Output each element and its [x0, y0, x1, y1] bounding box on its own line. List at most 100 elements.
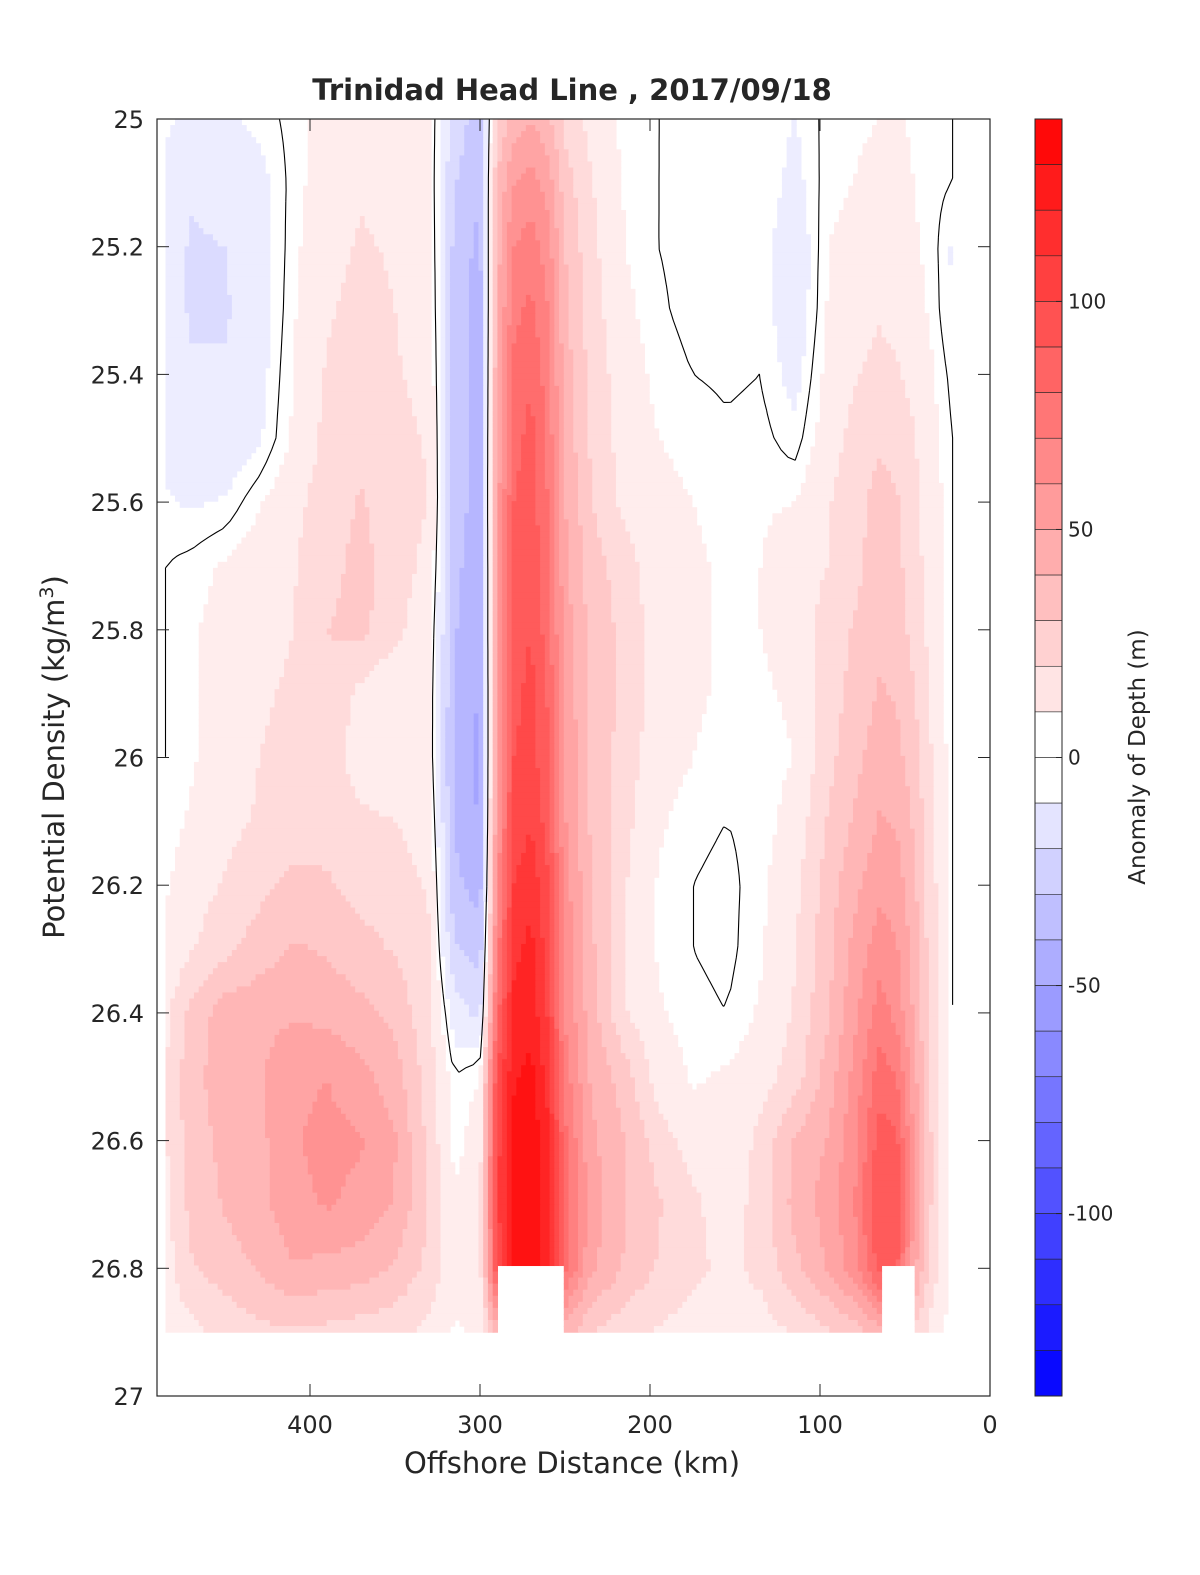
- heat-cell: [549, 768, 555, 775]
- heat-cell: [810, 458, 840, 466]
- heat-cell: [767, 652, 816, 660]
- heat-cell: [435, 798, 442, 806]
- heat-cell: [497, 513, 503, 520]
- heat-cell: [815, 761, 835, 769]
- heat-cell: [615, 1028, 641, 1036]
- heat-cell: [412, 1004, 432, 1012]
- heat-cell: [492, 313, 499, 320]
- heat-cell: [165, 161, 266, 169]
- heat-cell: [800, 482, 835, 490]
- heat-cell: [938, 889, 949, 897]
- heat-cell: [355, 507, 370, 514]
- heat-cell: [573, 962, 584, 969]
- heat-cell: [563, 713, 574, 721]
- heat-cell: [449, 871, 461, 878]
- heat-cell: [611, 774, 641, 781]
- heat-cell: [350, 901, 427, 909]
- heat-cell: [535, 865, 551, 872]
- heat-cell: [449, 537, 465, 545]
- heat-cell: [601, 1040, 622, 1048]
- heat-cell: [563, 974, 574, 981]
- heat-cell: [454, 1040, 480, 1048]
- heat-cell: [720, 1065, 778, 1072]
- heat-cell: [815, 707, 845, 715]
- heat-cell: [928, 1040, 939, 1048]
- heat-cell: [777, 203, 807, 211]
- heat-cell: [165, 458, 247, 466]
- heat-cell: [563, 968, 574, 975]
- heat-cell: [559, 173, 574, 181]
- heat-cell: [615, 458, 674, 466]
- heat-cell: [928, 992, 939, 1000]
- heat-cell: [554, 513, 560, 520]
- heat-cell: [307, 482, 427, 490]
- heat-cell: [506, 804, 513, 812]
- heat-cell: [573, 1101, 584, 1109]
- heat-cell: [511, 713, 522, 721]
- heat-cell: [596, 1010, 612, 1018]
- heat-cell: [497, 852, 503, 860]
- heat-cell: [919, 780, 935, 787]
- heat-cell: [563, 919, 574, 927]
- heat-cell: [449, 962, 475, 969]
- heat-cell: [307, 161, 432, 169]
- heat-cell: [554, 537, 560, 545]
- heat-cell: [535, 731, 551, 739]
- heat-cell: [421, 1095, 437, 1103]
- heat-cell: [559, 531, 570, 539]
- heat-cell: [611, 798, 636, 806]
- heat-cell: [492, 531, 499, 539]
- heat-cell: [459, 580, 484, 587]
- heat-cell: [848, 664, 911, 672]
- heat-cell: [492, 519, 499, 527]
- heat-cell: [511, 780, 541, 787]
- heat-cell: [824, 337, 873, 345]
- heat-cell: [559, 561, 570, 569]
- heat-cell: [511, 616, 541, 624]
- heat-cell: [762, 974, 797, 981]
- heat-cell: [492, 598, 499, 605]
- heat-cell: [516, 137, 541, 144]
- heat-cell: [559, 288, 570, 296]
- heat-cell: [914, 695, 930, 702]
- heat-cell: [848, 658, 911, 666]
- heat-cell: [317, 422, 418, 429]
- heat-cell: [478, 743, 484, 751]
- heat-cell: [596, 998, 612, 1006]
- heat-cell: [535, 452, 546, 460]
- heat-cell: [511, 489, 517, 496]
- heat-cell: [895, 1077, 906, 1085]
- heat-cell: [468, 276, 484, 284]
- heat-cell: [487, 300, 494, 308]
- heat-cell: [781, 179, 807, 187]
- heat-cell: [815, 913, 835, 921]
- heat-cell: [407, 840, 432, 848]
- heat-cell: [449, 810, 456, 818]
- heat-cell: [890, 695, 916, 702]
- heat-cell: [549, 707, 555, 715]
- heat-cell: [819, 404, 849, 411]
- heat-cell: [544, 846, 551, 854]
- heat-cell: [535, 664, 546, 672]
- heat-cell: [563, 489, 579, 496]
- heat-cell: [165, 252, 186, 260]
- heat-cell: [549, 834, 555, 842]
- heat-cell: [431, 962, 437, 969]
- heat-cell: [293, 622, 333, 630]
- heat-cell: [838, 743, 868, 751]
- heat-cell: [644, 622, 712, 630]
- heat-cell: [412, 1010, 432, 1018]
- heat-cell: [554, 968, 560, 975]
- heat-cell: [293, 337, 328, 345]
- heat-cell: [525, 222, 536, 229]
- heat-cell: [559, 774, 565, 781]
- heat-cell: [288, 422, 318, 429]
- heat-cell: [535, 755, 551, 763]
- heat-cell: [540, 246, 551, 254]
- heat-cell: [502, 804, 508, 812]
- heat-cell: [497, 980, 503, 988]
- heat-cell: [487, 816, 494, 824]
- heat-cell: [449, 604, 461, 611]
- heat-cell: [549, 907, 555, 915]
- heat-cell: [919, 937, 930, 945]
